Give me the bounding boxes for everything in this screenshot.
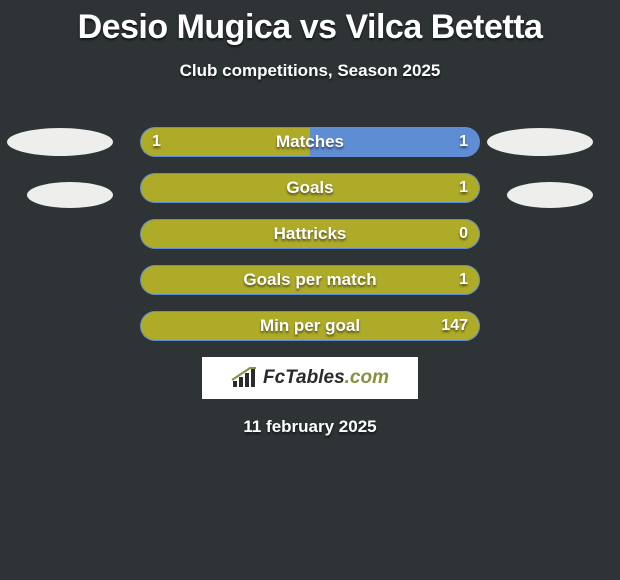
logo-name: FcTables [263, 367, 345, 388]
bar-fill-player1 [140, 311, 480, 341]
player1-name: Desio Mugica [78, 8, 291, 46]
stat-row: Min per goal147 [140, 311, 480, 341]
decorative-ellipse [7, 128, 113, 156]
decorative-ellipse [27, 182, 113, 208]
page-title: Desio Mugica vs Vilca Betetta [0, 0, 620, 47]
stat-row: Goals1 [140, 173, 480, 203]
stats-area: Matches11 Goals1 Hattricks0 Goals per match… [0, 105, 620, 437]
vs-text: vs [300, 8, 337, 46]
bar-fill-player1 [140, 219, 480, 249]
decorative-ellipse [487, 128, 593, 156]
bar-fill-player1 [140, 127, 310, 157]
stat-row: Goals per match1 [140, 265, 480, 295]
logo-text: FcTables.com [263, 367, 389, 389]
bar-fill-player1 [140, 265, 480, 295]
subtitle: Club competitions, Season 2025 [0, 61, 620, 81]
chart-icon [231, 367, 257, 389]
site-logo[interactable]: FcTables.com [202, 357, 418, 399]
bar-fill-player1 [140, 173, 480, 203]
bar-fill-player2 [310, 127, 480, 157]
stat-row: Hattricks0 [140, 219, 480, 249]
comparison-bars: Matches11 Goals1 Hattricks0 Goals per match… [140, 105, 480, 341]
logo-suffix: .com [345, 367, 389, 388]
footer-date: 11 february 2025 [0, 417, 620, 437]
decorative-ellipse [507, 182, 593, 208]
stat-row: Matches11 [140, 127, 480, 157]
player2-name: Vilca Betetta [345, 8, 542, 46]
